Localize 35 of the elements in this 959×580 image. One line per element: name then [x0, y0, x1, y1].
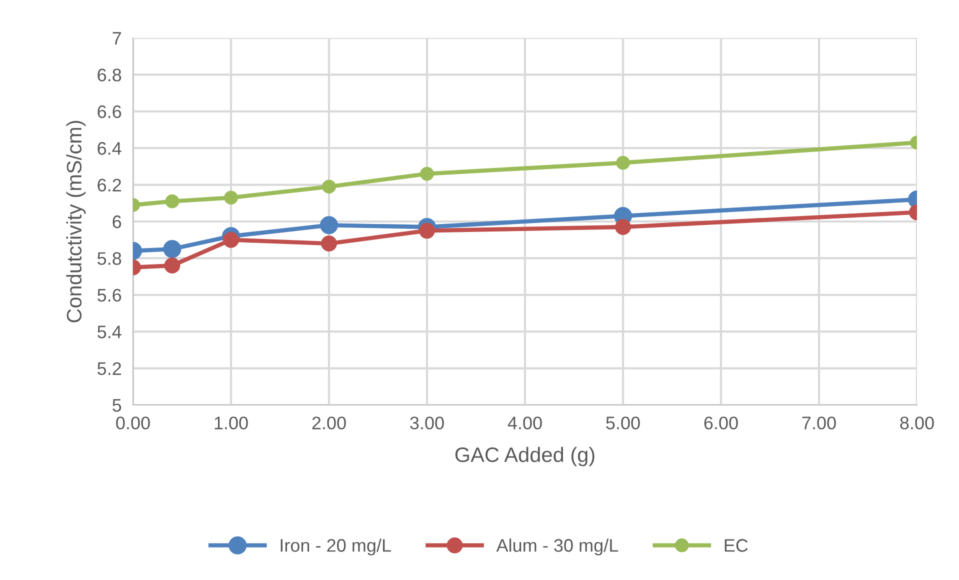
x-tick-label: 3.00 — [410, 416, 444, 430]
point — [224, 190, 238, 205]
x-tick-label: 8.00 — [900, 416, 934, 430]
point — [321, 236, 337, 252]
y-tick-label: 5.8 — [98, 252, 122, 265]
y-tick-label: 5.6 — [98, 288, 122, 302]
y-tick-label: 6.8 — [98, 68, 122, 82]
point — [164, 258, 180, 274]
y-tick-label: 6.2 — [98, 178, 121, 192]
legend-label: Alum - 30 mg/L — [496, 538, 618, 556]
point — [420, 166, 434, 181]
x-tick-label: 0.00 — [116, 416, 150, 430]
x-tick-label: 1.00 — [214, 416, 248, 430]
point — [320, 216, 338, 234]
x-tick-label: 6.00 — [704, 416, 738, 430]
point — [419, 222, 435, 239]
y-tick-label: 7 — [112, 32, 121, 45]
y-tick-label: 6.6 — [98, 105, 122, 118]
x-tick-label: 4.00 — [508, 416, 542, 430]
legend-label: EC — [724, 539, 748, 552]
point — [322, 180, 336, 194]
x-tick-label: 7.00 — [802, 416, 836, 430]
y-tick-label: 6.4 — [98, 142, 122, 155]
legend-label: Iron - 20 mg/L — [280, 538, 391, 556]
y-tick-label: 5.2 — [98, 362, 121, 376]
point — [165, 194, 180, 208]
y-axis-title: Condutctivity (mS/cm) — [66, 120, 86, 322]
x-axis-title: GAC Added (g) — [455, 446, 594, 466]
x-tick-label: 2.00 — [312, 416, 346, 430]
y-tick-label: 6 — [112, 215, 122, 228]
y-tick-label: 5.4 — [98, 326, 122, 338]
y-tick-label: 5 — [112, 399, 122, 412]
x-tick-label: 5.00 — [606, 416, 640, 430]
point — [163, 240, 182, 258]
point — [223, 232, 239, 248]
